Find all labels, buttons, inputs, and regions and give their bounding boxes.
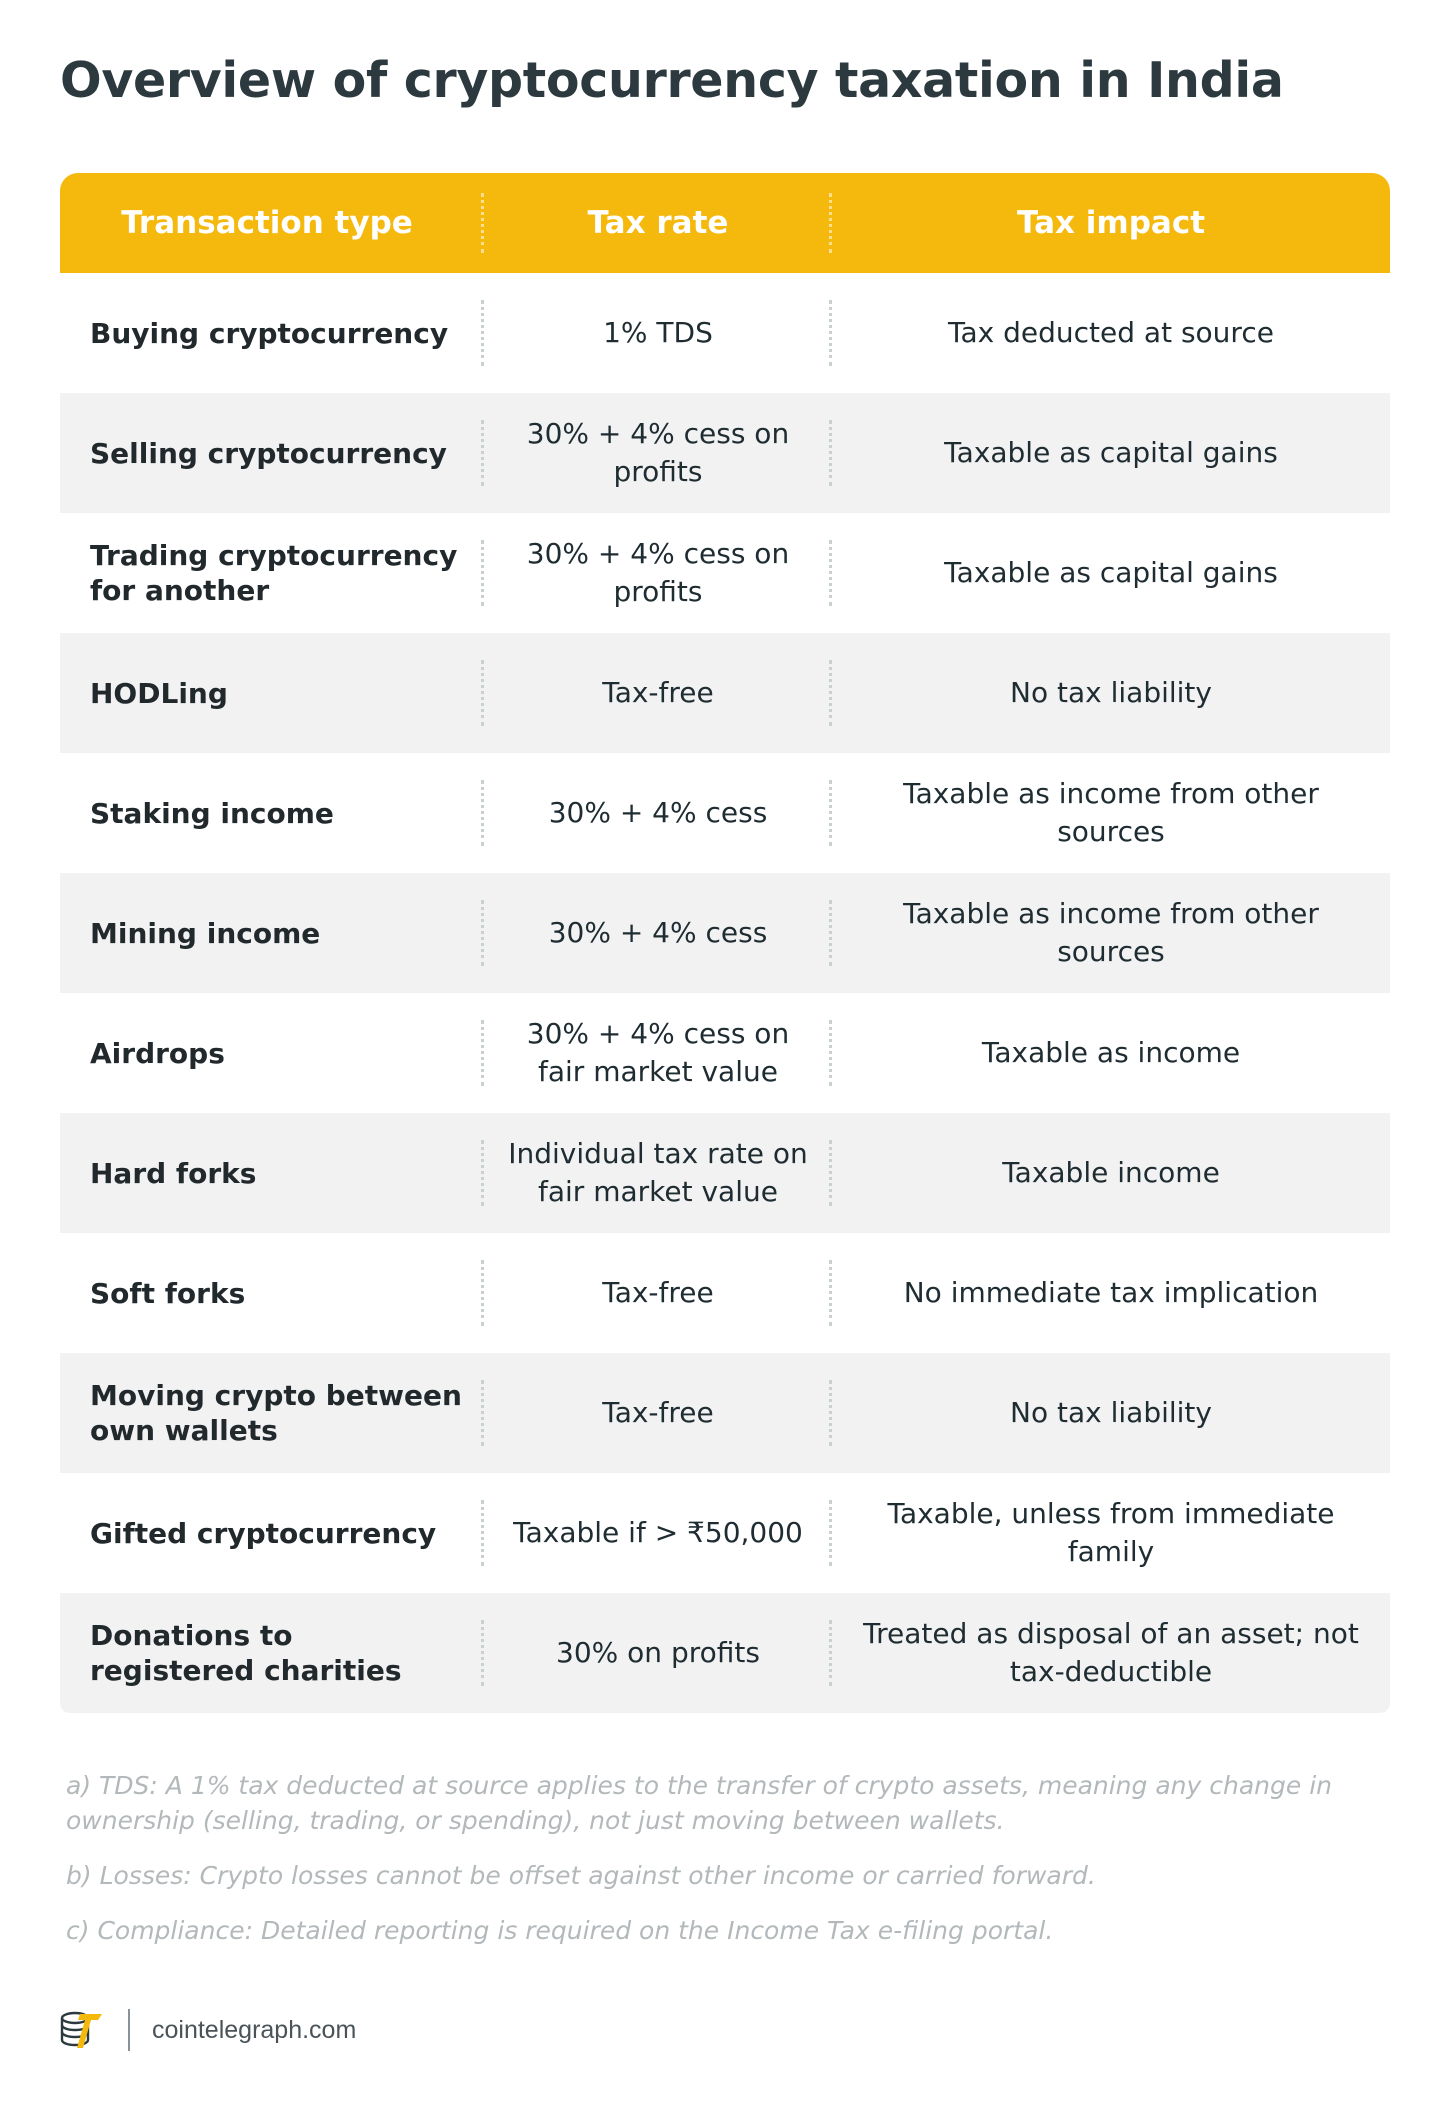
cell-tax-impact: No tax liability bbox=[1010, 676, 1212, 709]
table-row: Trading cryptocurrency for another 30% +… bbox=[60, 513, 1390, 633]
cell-transaction-type: Selling cryptocurrency bbox=[60, 393, 484, 513]
table-row: Buying cryptocurrency 1% TDS Tax deducte… bbox=[60, 273, 1390, 393]
cell-tax-impact: No tax liability bbox=[1010, 1396, 1212, 1429]
table-row: Airdrops 30% + 4% cess on fair market va… bbox=[60, 993, 1390, 1113]
cell-transaction-type: Moving crypto between own wallets bbox=[60, 1353, 484, 1473]
site-name: cointelegraph.com bbox=[152, 2015, 357, 2044]
cell-tax-impact: Taxable income bbox=[1002, 1156, 1220, 1189]
cell-transaction-type: Airdrops bbox=[60, 993, 484, 1113]
cell-tax-rate: Tax-free bbox=[484, 633, 832, 753]
table-row: Donations to registered charities 30% on… bbox=[60, 1593, 1390, 1713]
cell-tax-impact: Taxable, unless from immediate family bbox=[887, 1497, 1335, 1568]
cell-tax-rate: 30% + 4% cess on profits bbox=[484, 393, 832, 513]
cell-transaction-type: Donations to registered charities bbox=[60, 1593, 484, 1713]
table-row: Soft forks Tax-free No immediate tax imp… bbox=[60, 1233, 1390, 1353]
table-row: Selling cryptocurrency 30% + 4% cess on … bbox=[60, 393, 1390, 513]
cell-tax-impact: Treated as disposal of an asset; not tax… bbox=[863, 1617, 1359, 1688]
cell-tax-rate: Tax-free bbox=[484, 1233, 832, 1353]
cell-tax-impact: Taxable as income bbox=[981, 1036, 1241, 1069]
cell-tax-impact: Tax deducted at source bbox=[948, 316, 1274, 349]
footnotes: a) TDS: A 1% tax deducted at source appl… bbox=[66, 1768, 1366, 1968]
table-header: Transaction type Tax rate Tax impact bbox=[60, 173, 1390, 273]
cell-tax-rate: 30% + 4% cess bbox=[484, 873, 832, 993]
cointelegraph-logo-icon bbox=[60, 2011, 102, 2048]
cell-transaction-type: Trading cryptocurrency for another bbox=[60, 513, 484, 633]
table-row: Gifted cryptocurrency Taxable if > ₹50,0… bbox=[60, 1473, 1390, 1593]
cell-tax-rate: 30% + 4% cess on profits bbox=[484, 513, 832, 633]
footer: cointelegraph.com bbox=[60, 2007, 356, 2053]
cell-tax-impact: No immediate tax implication bbox=[903, 1276, 1319, 1309]
cell-transaction-type: Mining income bbox=[60, 873, 484, 993]
cell-tax-rate: Taxable if > ₹50,000 bbox=[484, 1473, 832, 1593]
cell-transaction-type: Buying cryptocurrency bbox=[60, 273, 484, 393]
footnote-tds: a) TDS: A 1% tax deducted at source appl… bbox=[66, 1771, 1332, 1835]
cell-transaction-type: Staking income bbox=[60, 753, 484, 873]
cell-transaction-type: Soft forks bbox=[60, 1233, 484, 1353]
header-tax-rate: Tax rate bbox=[484, 173, 832, 273]
cell-tax-impact: Taxable as income from other sources bbox=[903, 897, 1319, 968]
header-tax-impact: Tax impact bbox=[1016, 205, 1206, 241]
cell-tax-rate: 30% on profits bbox=[484, 1593, 832, 1713]
footer-divider bbox=[128, 2009, 130, 2051]
table-row: Staking income 30% + 4% cess Taxable as … bbox=[60, 753, 1390, 873]
cell-transaction-type: Gifted cryptocurrency bbox=[60, 1473, 484, 1593]
header-transaction-type: Transaction type bbox=[60, 173, 484, 273]
cell-tax-rate: Individual tax rate on fair market value bbox=[484, 1113, 832, 1233]
page-title: Overview of cryptocurrency taxation in I… bbox=[60, 52, 1284, 109]
cell-transaction-type: Hard forks bbox=[60, 1113, 484, 1233]
table-row: HODLing Tax-free No tax liability bbox=[60, 633, 1390, 753]
cell-transaction-type: HODLing bbox=[60, 633, 484, 753]
cell-tax-rate: 30% + 4% cess on fair market value bbox=[484, 993, 832, 1113]
table-row: Moving crypto between own wallets Tax-fr… bbox=[60, 1353, 1390, 1473]
cell-tax-impact: Taxable as income from other sources bbox=[903, 777, 1319, 848]
cell-tax-rate: 30% + 4% cess bbox=[484, 753, 832, 873]
table-row: Mining income 30% + 4% cess Taxable as i… bbox=[60, 873, 1390, 993]
tax-table: Transaction type Tax rate Tax impact Buy… bbox=[60, 173, 1390, 1713]
cell-tax-impact: Taxable as capital gains bbox=[944, 436, 1278, 469]
footnote-losses: b) Losses: Crypto losses cannot be offse… bbox=[66, 1861, 1096, 1890]
cell-tax-rate: 1% TDS bbox=[484, 273, 832, 393]
table-row: Hard forks Individual tax rate on fair m… bbox=[60, 1113, 1390, 1233]
cell-tax-rate: Tax-free bbox=[484, 1353, 832, 1473]
cell-tax-impact: Taxable as capital gains bbox=[944, 556, 1278, 589]
footnote-compliance: c) Compliance: Detailed reporting is req… bbox=[66, 1916, 1054, 1945]
